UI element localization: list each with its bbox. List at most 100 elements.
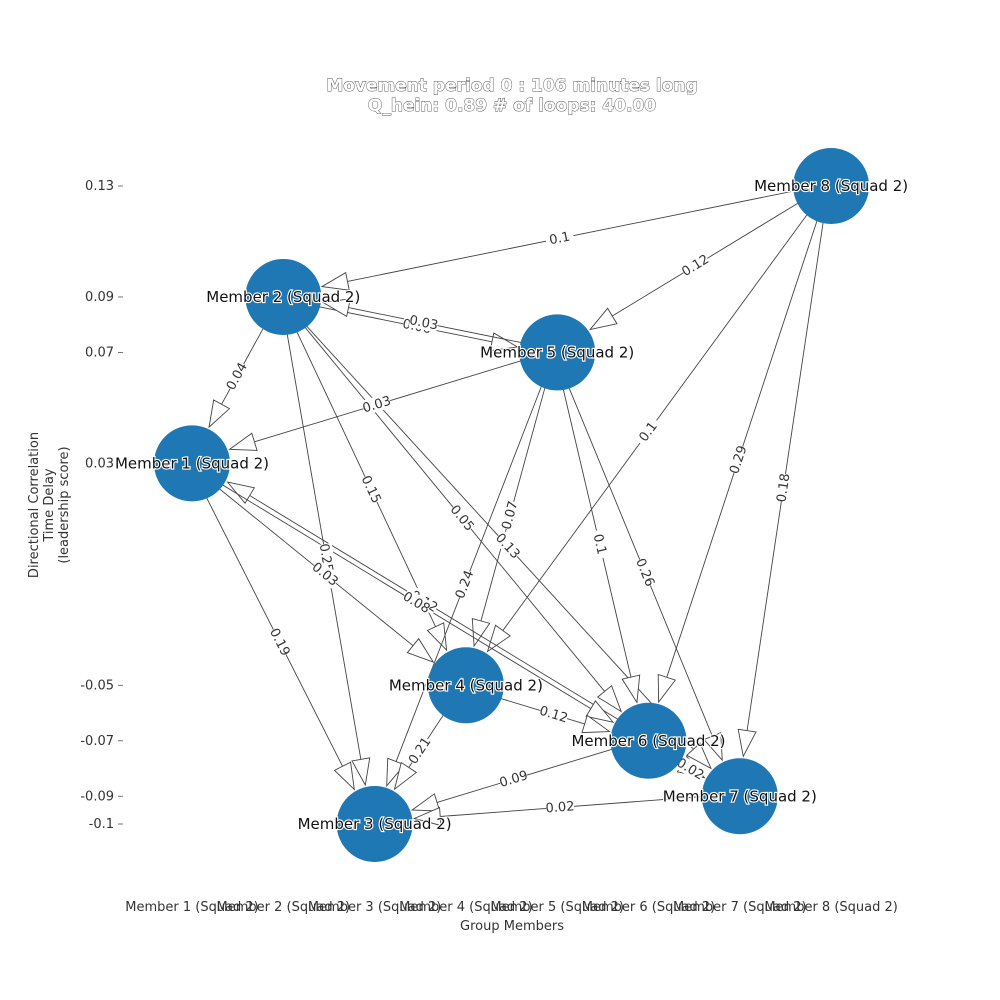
y-tick-label: -0.07: [80, 734, 114, 749]
edge-weight-bg: [223, 360, 250, 392]
edge-weight-bg: [773, 472, 793, 503]
node-label-member-7: Member 7 (Squad 2): [663, 787, 817, 805]
x-tick-label: Member 7 (Squad 2): [673, 900, 807, 915]
edge-weight-label: 0.02: [545, 798, 575, 816]
edge-weight-bg: [400, 588, 433, 616]
edge-weight-text: 0.02: [545, 799, 575, 816]
edge-weight-label: 0.24: [452, 568, 477, 601]
edge-weight-text: 0.19: [266, 626, 292, 659]
y-tick-label: -0.09: [80, 789, 114, 804]
edge-arrowhead: [657, 673, 677, 704]
edge-weight-bg: [408, 312, 439, 333]
y-tick-label: 0.09: [85, 290, 114, 305]
node-label-member-2: Member 2 (Squad 2): [206, 288, 360, 306]
node-label-member-8: Member 8 (Squad 2): [754, 177, 908, 195]
node-member-8: [793, 148, 870, 224]
node-label-member-5: Member 5 (Squad 2): [480, 343, 634, 361]
x-tick-label: Member 4 (Squad 2): [399, 900, 533, 915]
y-axis-label-line2: Time Delay: [42, 468, 57, 543]
edge-weight-bg: [589, 528, 611, 560]
edge-arrowhead: [351, 757, 371, 787]
edge-arrowhead: [588, 307, 618, 331]
edge-weight-bg: [497, 767, 530, 790]
edge-arrowhead: [208, 399, 231, 429]
x-tick-label: Member 5 (Squad 2): [490, 900, 624, 915]
edge-weight-text: 0.09: [498, 768, 530, 791]
node-member-2: [245, 258, 322, 335]
x-tick-label: Member 1 (Squad 2): [125, 900, 259, 915]
edge-weight-bg: [405, 734, 434, 767]
edge-arrowhead: [226, 481, 256, 504]
edge-arrowhead: [737, 728, 757, 758]
y-axis-label-line1: Directional Correlation: [27, 432, 42, 578]
y-axis-label: Directional Correlation Time Delay (lead…: [27, 432, 72, 578]
edge-weight-label: 0.18: [773, 472, 793, 503]
edge-weight-label: 0.05: [447, 502, 478, 534]
edge-weight-bg: [726, 443, 750, 476]
node-member-7: [701, 758, 778, 835]
node-label-member-4: Member 4 (Squad 2): [389, 676, 543, 694]
y-tick-label: -0.1: [89, 817, 114, 832]
y-tick-label: -0.05: [80, 678, 114, 693]
figure-title-line1: Movement period 0 : 106 minutes long: [326, 76, 697, 96]
figure-title-line2: Q_hein: 0.89 # of loops: 40.00: [368, 96, 656, 116]
edge-weight-label: 0.26: [632, 556, 658, 589]
edge-arrowhead: [321, 298, 351, 318]
edge-weight-label: 0.09: [498, 767, 530, 791]
x-axis: Member 1 (Squad 2)Member 2 (Squad 2)Memb…: [125, 900, 898, 915]
edge-weight-text: 0.07: [499, 500, 521, 532]
edge-weight-bg: [452, 568, 477, 601]
edge-weight-label: 0.1: [589, 528, 611, 560]
edge-layer: [204, 189, 825, 827]
node-label-member-6: Member 6 (Squad 2): [571, 732, 725, 750]
edge-weight-text: 0.15: [358, 473, 384, 506]
edge-arrowhead: [426, 622, 448, 652]
edge-weight-bg: [538, 702, 570, 726]
edge-weight-bg: [545, 798, 575, 816]
node-label-member-3: Member 3 (Squad 2): [298, 815, 452, 833]
edge-arrowhead: [393, 761, 418, 791]
edge-weight-label: 0.12: [679, 251, 712, 280]
edge-arrowhead: [410, 793, 441, 812]
node-member-5: [519, 314, 596, 391]
x-tick-label: Member 6 (Squad 2): [582, 900, 716, 915]
edge-weight-bg: [498, 499, 521, 531]
y-axis-label-line3: (leadership score): [57, 446, 72, 563]
node-label-member-1: Member 1 (Squad 2): [115, 454, 269, 472]
edge-weight-text: 0.03: [309, 560, 341, 590]
edge-weight-label: 0.15: [358, 473, 385, 506]
edge-weight-text: 0.03: [408, 313, 439, 333]
edge-weight-bg: [361, 392, 393, 416]
edge-weight-label: 0.1: [544, 227, 575, 248]
edge-arrowhead: [320, 271, 350, 291]
edge-weight-text: 0.1: [590, 533, 609, 557]
edge-weight-bg: [633, 556, 658, 589]
edge-weight-label: 0.04: [223, 360, 251, 393]
y-tick-label: 0.07: [85, 345, 114, 360]
edge-weight-text: 0.26: [632, 556, 657, 588]
x-tick-label: Member 3 (Squad 2): [308, 900, 442, 915]
edge-weight-label: 0.12: [537, 702, 570, 726]
edge-weight-label: 0.07: [498, 499, 521, 532]
edge-weight-label: 0.13: [492, 530, 524, 562]
x-tick-label: Member 8 (Squad 2): [764, 900, 898, 915]
edge-arrowhead: [621, 674, 641, 704]
y-axis: 0.13 0.09 0.07 0.03 -0.05 -0.07 -0.09 -0.1: [80, 179, 123, 832]
edge-weight-text: 0.29: [727, 444, 750, 476]
edge-weight-bg: [493, 530, 524, 562]
edge-weight-text: 0.18: [774, 472, 793, 503]
x-tick-label: Member 2 (Squad 2): [217, 900, 351, 915]
x-axis-label: Group Members: [460, 919, 564, 934]
edge-weight-label: 0.1: [633, 415, 663, 448]
node-member-4: [427, 647, 504, 724]
edge-weight-text: 0.24: [453, 568, 477, 600]
edge-arrowhead: [486, 624, 511, 653]
edge-arrowhead: [686, 742, 712, 770]
edge-weight-bg: [309, 559, 341, 589]
edge-weight-bg: [447, 502, 478, 534]
edge-arrowhead: [703, 732, 723, 762]
edge-arrowhead: [585, 700, 615, 723]
edge-arrowhead: [333, 761, 355, 791]
edge-weight-bg: [633, 415, 663, 448]
